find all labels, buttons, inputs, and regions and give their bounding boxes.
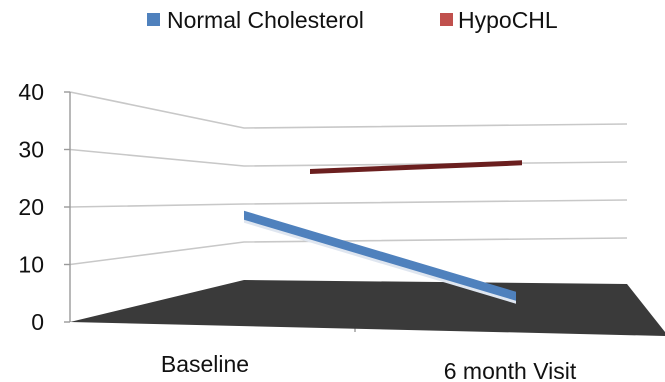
series-ribbon [244,210,516,301]
series-line-hypochl [309,160,523,174]
axes [64,91,356,332]
series-line-normal-cholesterol [243,210,517,304]
legend-swatch-hypochl [440,13,453,26]
gridline [69,148,628,167]
x-tick-label-6-month-visit: 6 month Visit [444,358,577,382]
gridlines [69,91,628,266]
x-tick-label-baseline: Baseline [161,351,249,377]
series-ribbon [310,160,522,174]
legend-swatch-normal-cholesterol [147,13,160,26]
y-tick-label: 30 [18,137,44,163]
legend-label-normal-cholesterol: Normal Cholesterol [167,7,364,33]
gridline [69,91,628,129]
y-tick-label: 20 [18,194,44,220]
y-tick-label: 10 [18,252,44,278]
legend-label-hypochl: HypoCHL [458,7,558,33]
gridline [69,199,628,208]
x-axis-tick-labels: Baseline 6 month Visit [161,351,577,382]
data-series [243,160,523,304]
legend: Normal Cholesterol HypoCHL [147,7,558,33]
chart-floor [70,280,665,336]
y-axis-tick-labels: 0 10 20 30 40 [18,79,44,335]
gridline [69,237,628,266]
y-tick-label: 0 [31,309,44,335]
y-tick-label: 40 [18,79,44,105]
